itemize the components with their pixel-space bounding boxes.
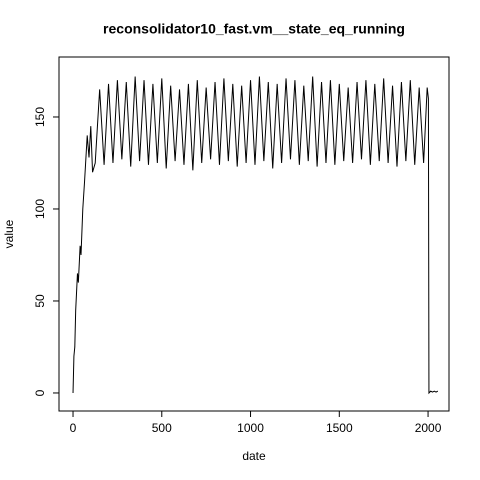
y-tick-label: 50 <box>33 294 47 308</box>
x-tick-label: 0 <box>70 421 77 435</box>
y-tick-label: 150 <box>33 107 47 127</box>
y-tick-label: 100 <box>33 199 47 219</box>
x-tick-label: 1000 <box>237 421 264 435</box>
y-axis-label: value <box>2 219 16 248</box>
x-tick-label: 2000 <box>415 421 442 435</box>
chart-title: reconsolidator10_fast.vm__state_eq_runni… <box>103 21 405 37</box>
x-tick-label: 500 <box>152 421 172 435</box>
data-line <box>72 76 439 395</box>
plot-frame <box>58 56 450 412</box>
x-axis-label: date <box>242 449 266 463</box>
y-tick-label: 0 <box>33 389 47 396</box>
x-tick-label: 1500 <box>326 421 353 435</box>
